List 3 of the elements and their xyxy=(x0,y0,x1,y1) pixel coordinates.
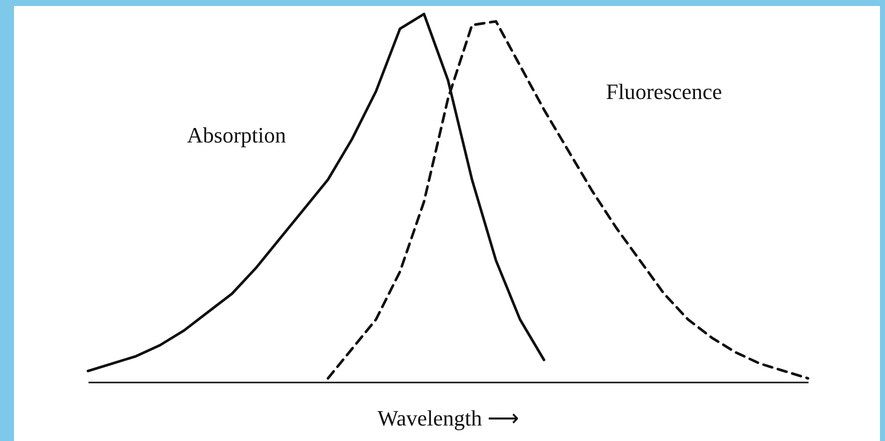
text: Absorption xyxy=(187,122,286,148)
x-axis-title: Wavelength ⟶ xyxy=(377,406,520,430)
text: Fluorescence xyxy=(606,79,722,104)
